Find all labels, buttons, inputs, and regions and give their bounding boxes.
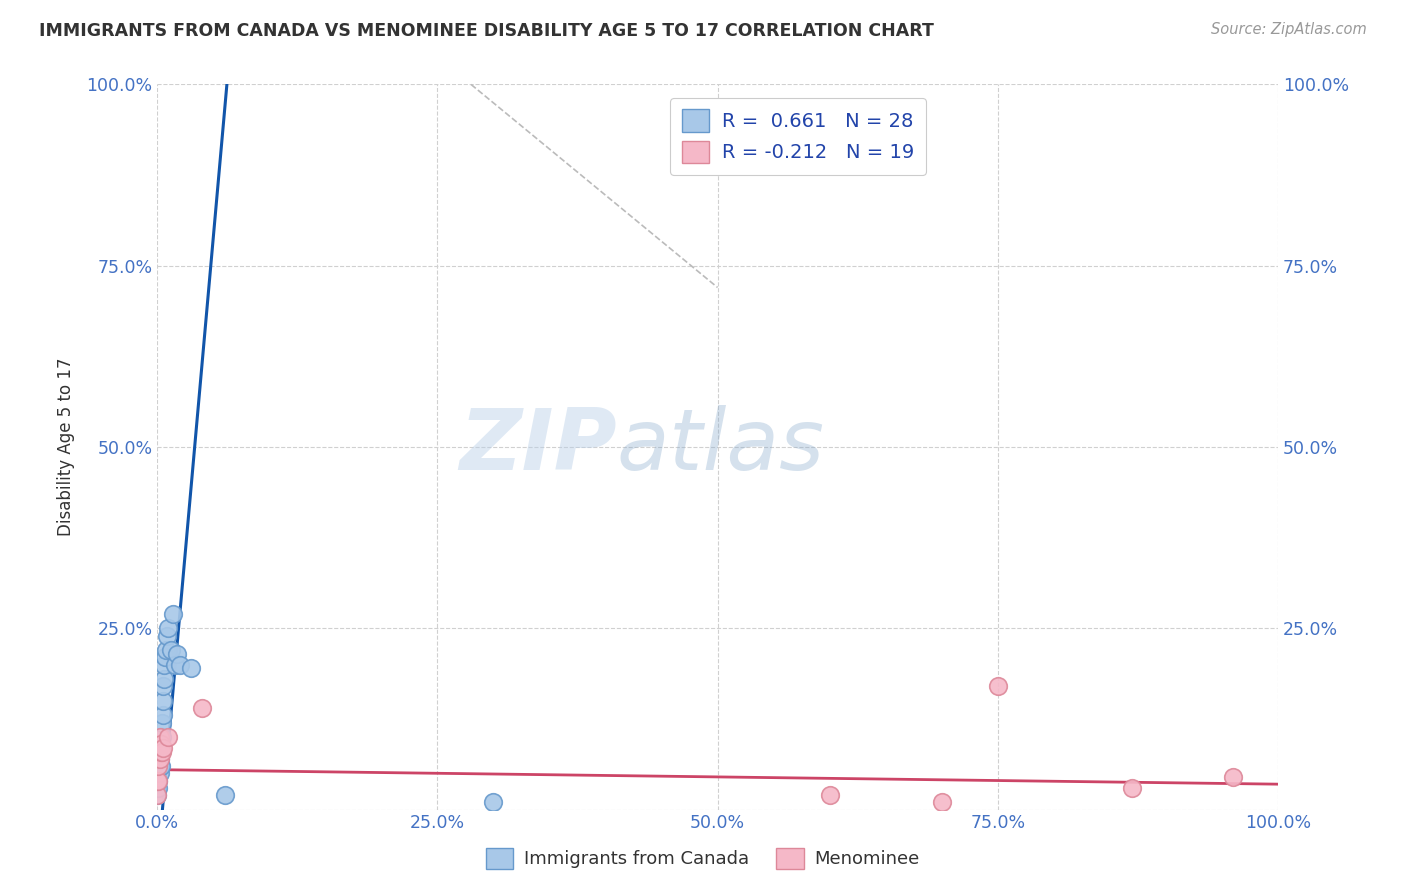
Point: [150, 715, 173, 730]
Point: [180, 661, 202, 675]
Y-axis label: Disability Age 5 to 17: Disability Age 5 to 17: [58, 358, 75, 536]
Point: [191, 701, 214, 715]
Point: [157, 621, 180, 635]
Point: [150, 730, 173, 744]
Text: ZIP: ZIP: [460, 406, 617, 489]
Point: [153, 650, 176, 665]
Point: [159, 643, 181, 657]
Point: [1222, 770, 1244, 784]
Point: [148, 773, 170, 788]
Point: [156, 628, 179, 642]
Point: [148, 780, 170, 795]
Legend: R =  0.661   N = 28, R = -0.212   N = 19: R = 0.661 N = 28, R = -0.212 N = 19: [669, 98, 927, 175]
Point: [152, 679, 174, 693]
Point: [1121, 780, 1143, 795]
Point: [146, 788, 169, 802]
Text: Source: ZipAtlas.com: Source: ZipAtlas.com: [1211, 22, 1367, 37]
Point: [149, 759, 172, 773]
Point: [152, 708, 174, 723]
Point: [148, 730, 170, 744]
Point: [149, 737, 172, 751]
Point: [155, 643, 177, 657]
Point: [149, 730, 172, 744]
Point: [148, 766, 170, 780]
Point: [150, 745, 173, 759]
Point: [157, 730, 180, 744]
Point: [162, 607, 184, 621]
Point: [148, 773, 170, 788]
Point: [169, 657, 191, 672]
Point: [148, 737, 170, 751]
Point: [148, 759, 170, 773]
Point: [148, 759, 170, 773]
Point: [152, 740, 174, 755]
Point: [146, 788, 169, 802]
Point: [148, 752, 170, 766]
Point: [482, 795, 505, 809]
Point: [149, 745, 172, 759]
Point: [166, 647, 188, 661]
Text: atlas: atlas: [617, 406, 825, 489]
Point: [148, 752, 170, 766]
Point: [987, 679, 1010, 693]
Point: [146, 773, 169, 788]
Point: [153, 672, 176, 686]
Text: IMMIGRANTS FROM CANADA VS MENOMINEE DISABILITY AGE 5 TO 17 CORRELATION CHART: IMMIGRANTS FROM CANADA VS MENOMINEE DISA…: [39, 22, 934, 40]
Point: [214, 788, 236, 802]
Point: [165, 657, 187, 672]
Legend: Immigrants from Canada, Menominee: Immigrants from Canada, Menominee: [479, 840, 927, 876]
Point: [818, 788, 841, 802]
Point: [149, 745, 172, 759]
Point: [153, 657, 176, 672]
Point: [931, 795, 953, 809]
Point: [152, 694, 174, 708]
Point: [148, 745, 170, 759]
